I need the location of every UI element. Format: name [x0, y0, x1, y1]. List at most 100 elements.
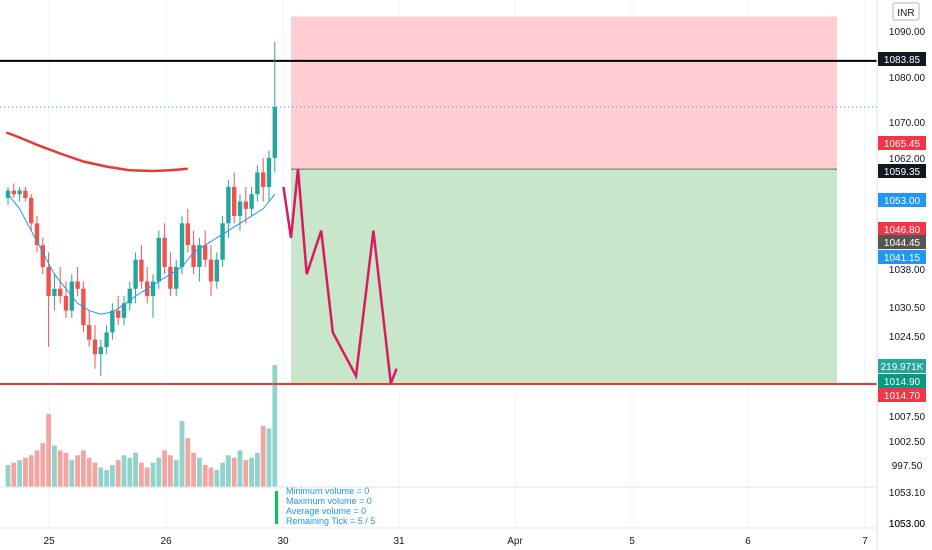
volume-bar	[127, 457, 133, 487]
moving-averages	[5, 131, 276, 315]
price-tag	[878, 193, 926, 207]
price-tick-label: 1080.00	[889, 73, 926, 84]
price-axis[interactable]: 1090.00 1080.00 1070.00 1062.00 1053.00 1038.…	[878, 27, 926, 530]
volume-bar	[272, 365, 278, 487]
candle-body	[162, 237, 167, 267]
time-axis[interactable]: 25 26 30 31 Apr 5 6 7	[0, 527, 877, 547]
time-tick-label: 31	[393, 536, 405, 547]
candle-body	[232, 186, 237, 217]
candle-body	[220, 223, 225, 260]
price-tag-label: 1044.45	[884, 238, 921, 249]
price-tag-label: 1053.00	[884, 196, 921, 207]
candle-body	[58, 288, 63, 297]
candle-body	[226, 186, 231, 224]
candle-body	[92, 339, 98, 355]
price-tag-label: 1046.80	[884, 225, 921, 236]
stop-loss-zone	[291, 16, 837, 170]
candle-body	[63, 296, 69, 311]
candle-body	[208, 259, 214, 282]
volume-bar	[69, 460, 75, 487]
volume-bar	[98, 467, 104, 487]
volume-bar	[231, 457, 237, 487]
price-tag-label: 1014.90	[884, 377, 921, 388]
volume-bar	[92, 462, 98, 487]
volume-bar	[40, 443, 46, 487]
volume-bar	[173, 460, 179, 487]
candle-body	[11, 190, 16, 195]
price-tick-label: 1007.50	[889, 412, 926, 423]
volume-bar	[34, 450, 40, 487]
candle-body	[203, 245, 208, 260]
lower-tick-label: 1053.00	[889, 519, 926, 530]
volume-bar	[11, 462, 17, 487]
info-marker	[275, 491, 278, 524]
price-tag-label: 1083.85	[884, 55, 921, 66]
price-tag-label: 1041.15	[884, 253, 921, 264]
info-line: Maximum volume = 0	[286, 496, 372, 506]
candle-body	[87, 325, 92, 340]
price-tick-label: 997.50	[892, 461, 923, 472]
volume-bars	[0, 365, 877, 488]
volume-bar	[121, 455, 127, 487]
candle-body	[98, 346, 103, 355]
time-tick-label: 7	[862, 536, 868, 547]
price-tag-label: 1059.35	[884, 167, 921, 178]
time-tick-label: Apr	[507, 536, 523, 547]
volume-bar	[255, 452, 260, 487]
price-tag	[878, 222, 926, 236]
currency-badge-frame	[892, 2, 920, 21]
currency-badge[interactable]: INR	[892, 2, 920, 21]
volume-bar	[52, 445, 57, 487]
price-tag	[878, 52, 926, 66]
time-tick-label: 30	[277, 536, 289, 547]
volume-bar	[185, 438, 191, 487]
volume-bar	[28, 455, 34, 487]
volume-bar	[266, 428, 272, 487]
candle-body	[266, 157, 272, 187]
candle-body	[139, 259, 144, 282]
candle-body	[110, 310, 115, 333]
candle-body	[243, 201, 248, 209]
volume-bar	[237, 450, 243, 487]
price-tag	[878, 388, 926, 402]
candle-body	[133, 259, 138, 289]
volume-bar	[226, 455, 231, 487]
candle-body	[214, 259, 219, 282]
candle-body	[150, 281, 156, 297]
candle-body	[29, 197, 34, 224]
volume-bar	[104, 469, 109, 487]
candle-body	[168, 266, 173, 289]
lower-tick-label: 1053.10	[889, 488, 926, 499]
volume-bar	[57, 450, 63, 487]
price-tick-label: 1062.00	[889, 154, 926, 165]
drawn-arrow-path[interactable]	[282, 168, 398, 384]
volume-bar	[191, 452, 196, 487]
projection-arrow	[282, 168, 398, 384]
position-zones[interactable]	[291, 16, 837, 384]
currency-label: INR	[897, 8, 914, 19]
candle-body	[179, 223, 185, 267]
candle-body	[272, 107, 277, 158]
candle-body	[156, 237, 161, 282]
volume-bar	[179, 421, 185, 487]
horizontal-lines[interactable]	[0, 0, 877, 385]
candle-body	[197, 245, 202, 267]
time-tick-label: 25	[43, 536, 55, 547]
candle-body	[23, 190, 28, 198]
candle-body	[255, 172, 260, 195]
volume-bar	[23, 457, 28, 487]
volume-bar	[243, 460, 249, 487]
price-tick-label: 1070.00	[889, 118, 926, 129]
time-tick-label: 6	[745, 536, 751, 547]
candle-body	[261, 172, 266, 187]
candles	[5, 41, 277, 377]
volume-tag	[878, 359, 926, 373]
candle-body	[121, 303, 127, 318]
candle-body	[104, 332, 109, 347]
volume-bar	[86, 457, 92, 487]
ma-slow-line	[5, 131, 188, 173]
candle-body	[34, 223, 40, 246]
price-tick-label: 1024.50	[889, 332, 926, 343]
volume-bar	[17, 460, 22, 487]
